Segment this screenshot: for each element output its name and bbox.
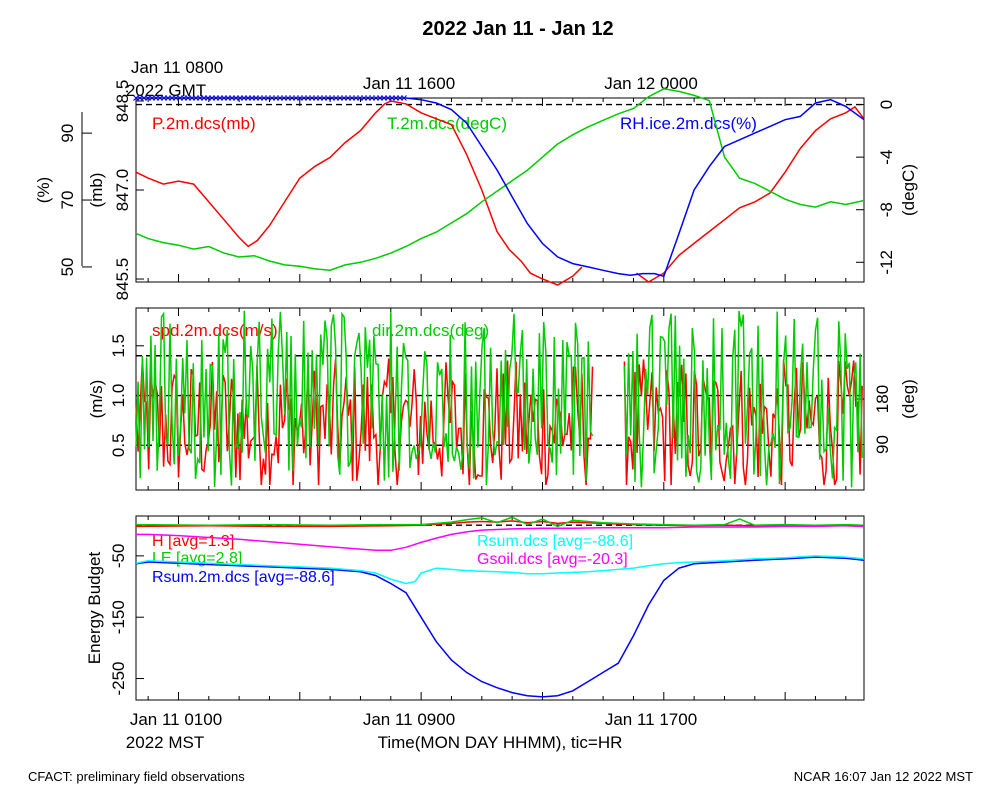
- pct-tick-label-0: 50: [58, 257, 77, 276]
- x-axis-label: Time(MON DAY HHMM), tic=HR: [378, 733, 623, 752]
- axis-label-mb: (mb): [87, 173, 106, 208]
- bottom-tick-label-2: Jan 11 1700: [605, 710, 697, 729]
- p1-series-2: [135, 88, 865, 271]
- degc-tick-label-2: -8: [877, 202, 896, 217]
- footer-right: NCAR 16:07 Jan 12 2022 MST: [794, 769, 973, 784]
- pct-tick-label-2: 90: [58, 124, 77, 143]
- p1-series-0: [135, 100, 583, 286]
- legend-direction: dir.2m.dcs(deg): [372, 321, 489, 340]
- mb-tick-label-0: 845.5: [113, 258, 132, 301]
- p3-series-3: [135, 555, 865, 585]
- plot-layer: 50 70 90 845.5 847.0 848.5 0 -4 -8 -12 0.5 1.0 1.5 90…: [58, 80, 896, 700]
- p1-series-3: [405, 97, 865, 278]
- legend-gsoil: Gsoil.dcs [avg=-20.3]: [477, 551, 628, 568]
- p1-saturation-markers: [133, 95, 407, 101]
- top-tick-label-0: Jan 11 0800: [131, 58, 223, 77]
- axis-label-deg: (deg): [899, 379, 918, 419]
- axis-label-pct: (%): [34, 177, 53, 203]
- ms-tick-label-1: 1.0: [109, 384, 128, 408]
- legend-speed: spd.2m.dcs(m/s): [152, 321, 278, 340]
- axis-label-degc: (degC): [899, 164, 918, 216]
- bottom-tick-label-0: Jan 11 0100: [130, 710, 222, 729]
- legend-rh: RH.ice.2m.dcs(%): [620, 114, 757, 133]
- p1-series-1: [636, 105, 865, 283]
- axis-label-ms: (m/s): [87, 380, 106, 419]
- chart-title: 2022 Jan 11 - Jan 12: [422, 18, 613, 40]
- panel3-frame: [135, 515, 865, 701]
- bottom-tick-label-1: Jan 11 0900: [363, 710, 455, 729]
- legend-rsum: Rsum.dcs [avg=-88.6]: [477, 533, 633, 550]
- degc-tick-label-0: 0: [877, 100, 896, 109]
- ms-tick-label-0: 0.5: [109, 433, 128, 457]
- top-tick-label-2: Jan 12 0000: [604, 74, 698, 93]
- energy-tick-label-2: -250: [109, 662, 128, 696]
- mb-tick-label-2: 848.5: [113, 80, 132, 123]
- degc-tick-label-1: -4: [877, 150, 896, 165]
- axis-label-energy: Energy Budget: [85, 551, 104, 664]
- ms-tick-label-2: 1.5: [109, 334, 128, 358]
- energy-tick-label-1: -150: [109, 600, 128, 634]
- p3-series-4: [136, 525, 865, 552]
- top-axis-sublabel: 2022 GMT: [126, 81, 206, 100]
- p3-series-2: [135, 556, 865, 698]
- p2-series-1-seg-0: [135, 310, 594, 488]
- legend-pressure: P.2m.dcs(mb): [152, 114, 256, 133]
- top-tick-label-1: Jan 11 1600: [363, 74, 455, 93]
- bottom-axis-sublabel: 2022 MST: [126, 733, 204, 752]
- p2-series-0-seg-1: [623, 359, 863, 486]
- deg-tick-label-0: 90: [873, 435, 892, 454]
- degc-tick-label-3: -12: [877, 250, 896, 275]
- energy-tick-label-0: -50: [109, 544, 128, 569]
- p2-series-1-seg-1: [623, 310, 863, 488]
- deg-tick-label-1: 180: [873, 385, 892, 413]
- p3-series-1: [135, 516, 865, 528]
- pct-tick-label-1: 70: [58, 191, 77, 210]
- footer-left: CFACT: preliminary field observations: [28, 769, 245, 784]
- mb-tick-label-1: 847.0: [113, 169, 132, 212]
- legend-rsum-2m: Rsum.2m.dcs [avg=-88.6]: [152, 569, 335, 586]
